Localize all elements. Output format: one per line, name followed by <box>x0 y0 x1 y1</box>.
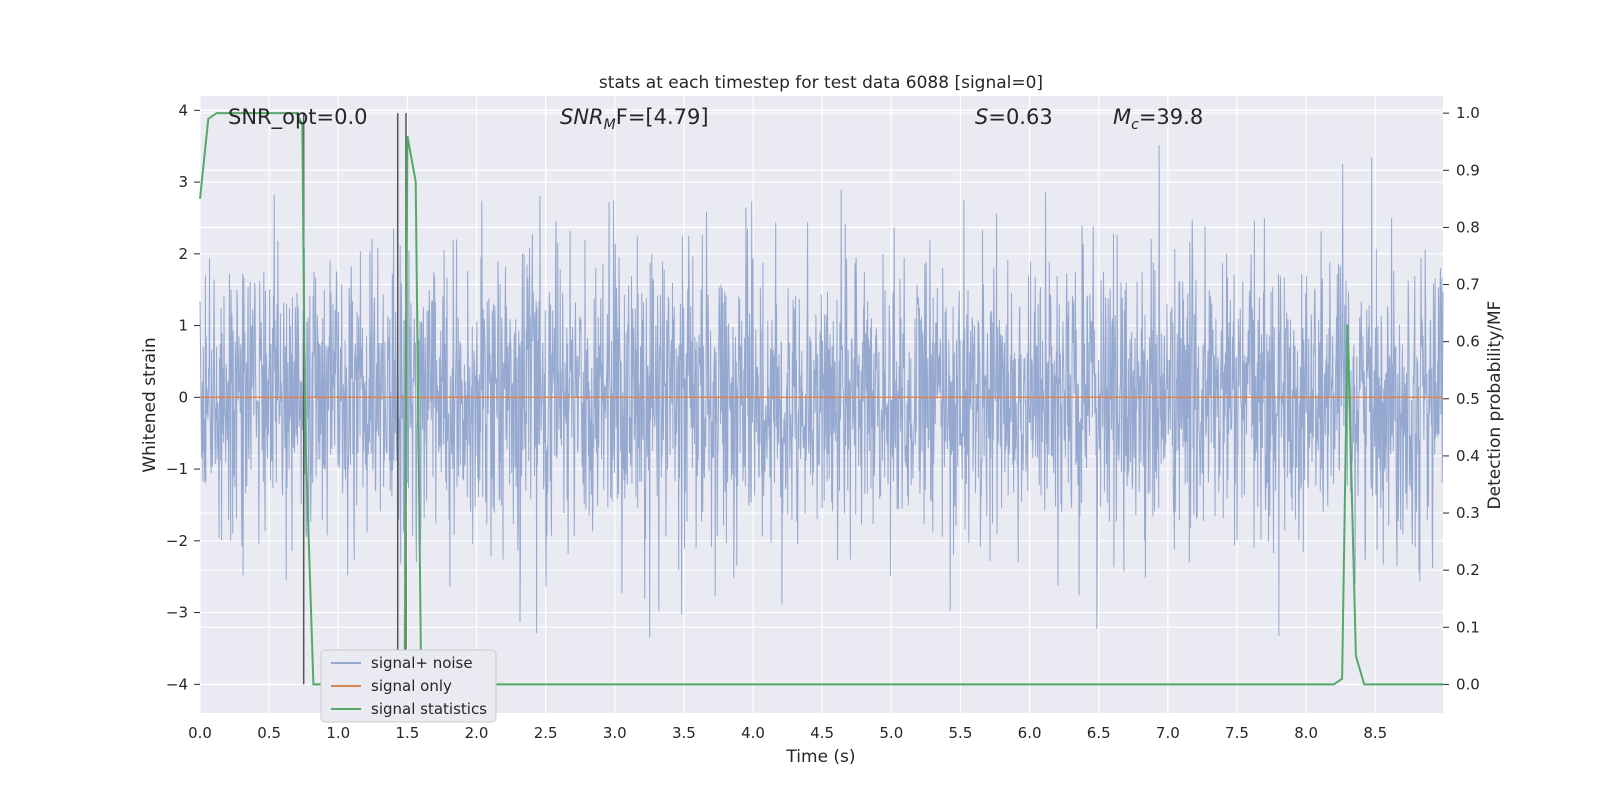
y-right-axis-label: Detection probability/MF <box>1485 301 1505 510</box>
x-tick-label: 7.0 <box>1156 724 1180 742</box>
legend: signal+ noise signal only signal statist… <box>320 649 497 723</box>
y-left-axis-label: Whitened strain <box>140 337 160 472</box>
y-right-tick-label: 1.0 <box>1456 104 1480 122</box>
x-tick-label: 8.5 <box>1363 724 1387 742</box>
y-right-tick-label: 0.8 <box>1456 218 1480 236</box>
y-left-tick-label: 1 <box>178 317 188 335</box>
x-tick-label: 4.0 <box>741 724 765 742</box>
y-right-tick-label: 0.0 <box>1456 675 1480 693</box>
x-tick-label: 6.5 <box>1087 724 1111 742</box>
x-axis-label: Time (s) <box>785 747 855 767</box>
y-right-tick-label: 0.1 <box>1456 618 1480 636</box>
y-right-tick-label: 0.5 <box>1456 390 1480 408</box>
x-tick-label: 5.0 <box>879 724 903 742</box>
annotation-snr-opt: SNR_opt=0.0 <box>228 105 368 130</box>
x-tick-label: 1.5 <box>395 724 419 742</box>
legend-label-signal-plus-noise: signal+ noise <box>371 654 473 672</box>
y-left-tick-label: −2 <box>166 532 188 550</box>
x-tick-label: 1.0 <box>326 724 350 742</box>
chart-title: stats at each timestep for test data 608… <box>599 73 1043 93</box>
legend-box <box>320 649 497 723</box>
annotation-s: S=0.63 <box>975 105 1053 129</box>
annotation-mc-subscript: c <box>1131 117 1139 133</box>
annotation-s-value: =0.63 <box>988 105 1052 129</box>
legend-label-signal-only: signal only <box>371 677 452 695</box>
x-tick-label: 8.0 <box>1294 724 1318 742</box>
x-tick-label: 4.5 <box>810 724 834 742</box>
y-right-tick-label: 0.6 <box>1456 333 1480 351</box>
x-axis-ticks: 0.0 0.5 1.0 1.5 2.0 2.5 3.0 3.5 4.0 4.5 5.0 5.5 6.0 6… <box>188 724 1387 742</box>
legend-label-signal-statistics: signal statistics <box>371 700 487 718</box>
x-tick-label: 6.0 <box>1018 724 1042 742</box>
annotation-mc: Mc=39.8 <box>1113 105 1203 133</box>
y-left-tick-label: −3 <box>166 604 188 622</box>
y-left-tick-label: 0 <box>178 388 188 406</box>
y-right-axis-ticks: 1.0 0.9 0.8 0.7 0.6 0.5 0.4 0.3 0.2 0.1 0.0 <box>1443 104 1480 693</box>
annotation-snr-mf: SNRMF=[4.79] <box>560 105 709 133</box>
y-right-tick-label: 0.7 <box>1456 276 1480 294</box>
annotation-s-prefix: S <box>975 105 988 129</box>
x-tick-label: 3.0 <box>603 724 627 742</box>
x-tick-label: 3.5 <box>672 724 696 742</box>
y-right-tick-label: 0.9 <box>1456 161 1480 179</box>
y-left-tick-label: 4 <box>178 101 188 119</box>
y-right-tick-label: 0.4 <box>1456 447 1480 465</box>
y-left-tick-label: 3 <box>178 173 188 191</box>
y-left-tick-label: 2 <box>178 245 188 263</box>
x-tick-label: 0.0 <box>188 724 212 742</box>
x-tick-label: 5.5 <box>949 724 973 742</box>
x-tick-label: 0.5 <box>257 724 281 742</box>
y-left-tick-label: −4 <box>166 675 188 693</box>
annotation-snr-mf-value: F=[4.79] <box>616 105 709 129</box>
x-tick-label: 2.5 <box>534 724 558 742</box>
annotation-mc-prefix: M <box>1113 105 1131 129</box>
y-right-tick-label: 0.3 <box>1456 504 1480 522</box>
y-left-tick-label: −1 <box>166 460 188 478</box>
x-tick-label: 2.0 <box>465 724 489 742</box>
y-left-axis-ticks: 4 3 2 1 0 −1 −2 −3 −4 <box>166 101 200 693</box>
y-right-tick-label: 0.2 <box>1456 561 1480 579</box>
annotation-snr-mf-prefix: SNR <box>560 105 604 129</box>
x-tick-label: 7.5 <box>1225 724 1249 742</box>
annotation-mc-value: =39.8 <box>1139 105 1203 129</box>
annotation-snr-mf-subscript: M <box>604 117 616 133</box>
